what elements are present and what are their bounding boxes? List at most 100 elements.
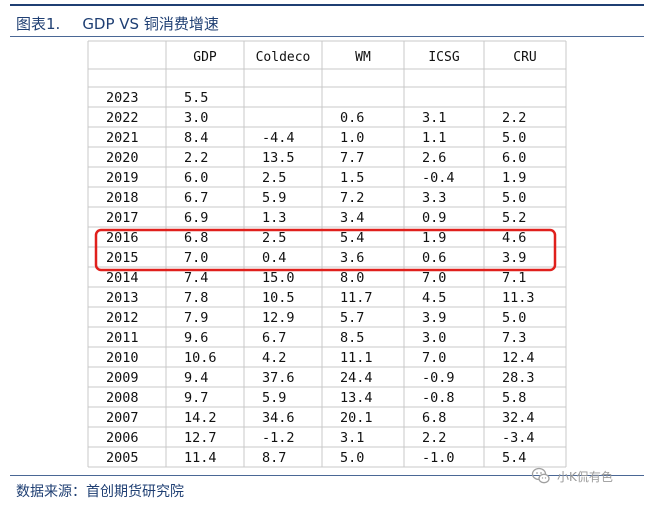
row-year: 2016 (106, 230, 139, 246)
table-cell: 8.4 (184, 130, 208, 146)
table-cell: -1.2 (262, 430, 295, 446)
table-cell: 5.0 (340, 450, 364, 466)
table-cell: 8.7 (262, 450, 286, 466)
table-cell: 5.9 (262, 190, 286, 206)
row-year: 2009 (106, 370, 139, 386)
table-cell: 5.0 (502, 130, 526, 146)
table-cell: 5.0 (502, 310, 526, 326)
table-cell: 0.6 (340, 110, 364, 126)
table-cell: 1.1 (422, 130, 446, 146)
table-cell: 12.4 (502, 350, 535, 366)
table-cell: 5.8 (502, 390, 526, 406)
table-cell: 3.4 (340, 210, 364, 226)
table-cell: 7.1 (502, 270, 526, 286)
table-cell: 28.3 (502, 370, 535, 386)
column-header: CRU (513, 50, 536, 65)
table-cell: 6.8 (422, 410, 446, 426)
table-cell: 8.5 (340, 330, 364, 346)
table-cell: 3.9 (502, 250, 526, 266)
table-cell: 7.0 (184, 250, 208, 266)
table-cell: 9.6 (184, 330, 208, 346)
table-cell: 9.7 (184, 390, 208, 406)
row-year: 2019 (106, 170, 139, 186)
row-year: 2020 (106, 150, 139, 166)
highlight-box (94, 228, 557, 272)
table-cell: -4.4 (262, 130, 295, 146)
table-cell: 9.4 (184, 370, 208, 386)
table-cell: 5.0 (502, 190, 526, 206)
table-cell: 7.9 (184, 310, 208, 326)
wechat-icon (531, 467, 550, 484)
table-cell: 4.5 (422, 290, 446, 306)
row-year: 2018 (106, 190, 139, 206)
table-cell: 11.7 (340, 290, 373, 306)
table-cell: 7.0 (422, 270, 446, 286)
table-cell: 11.1 (340, 350, 373, 366)
table-cell: -0.9 (422, 370, 455, 386)
row-year: 2012 (106, 310, 139, 326)
watermark-text: 小K侃有色 (557, 469, 613, 484)
table-cell: 20.1 (340, 410, 373, 426)
figure-title: GDP VS 铜消费增速 (82, 15, 219, 33)
table-cell: 6.8 (184, 230, 208, 246)
row-year: 2014 (106, 270, 139, 286)
footer-divider (10, 475, 644, 476)
table-cell: 3.6 (340, 250, 364, 266)
table-cell: 10.5 (262, 290, 295, 306)
row-year: 2011 (106, 330, 139, 346)
table-cell: 2.6 (422, 150, 446, 166)
table-cell: 24.4 (340, 370, 373, 386)
row-year: 2023 (106, 90, 139, 106)
table-cell: 5.4 (340, 230, 364, 246)
table-cell: 12.9 (262, 310, 295, 326)
table-cell: 2.5 (262, 230, 286, 246)
table-cell: 32.4 (502, 410, 535, 426)
table-cell: 6.9 (184, 210, 208, 226)
table-cell: 6.0 (184, 170, 208, 186)
table-cell: 3.9 (422, 310, 446, 326)
table-cell: 4.2 (262, 350, 286, 366)
table-cell: 5.4 (502, 450, 526, 466)
table-cell: 0.9 (422, 210, 446, 226)
table-cell: 2.2 (502, 110, 526, 126)
table-cell: 1.3 (262, 210, 286, 226)
column-header: ICSG (428, 50, 459, 65)
table-cell: 2.5 (262, 170, 286, 186)
table-cell: 7.3 (502, 330, 526, 346)
column-header: GDP (193, 50, 217, 65)
table-cell: 0.4 (262, 250, 286, 266)
table-cell: -3.4 (502, 430, 535, 446)
row-year: 2005 (106, 450, 139, 466)
column-header: Coldeco (256, 50, 311, 65)
table-cell: -0.8 (422, 390, 455, 406)
table-cell: 4.6 (502, 230, 526, 246)
table-cell: 13.4 (340, 390, 373, 406)
row-year: 2021 (106, 130, 139, 146)
row-year: 2015 (106, 250, 139, 266)
table-cell: 6.0 (502, 150, 526, 166)
table-cell: 6.7 (184, 190, 208, 206)
row-year: 2006 (106, 430, 139, 446)
row-year: 2010 (106, 350, 139, 366)
table-cell: 0.6 (422, 250, 446, 266)
table-cell: 5.5 (184, 90, 208, 106)
column-header: WM (355, 50, 371, 65)
table-cell: -0.4 (422, 170, 455, 186)
table-cell: 11.4 (184, 450, 217, 466)
table-cell: 3.0 (422, 330, 446, 346)
row-year: 2017 (106, 210, 139, 226)
row-year: 2007 (106, 410, 139, 426)
table-cell: 1.9 (502, 170, 526, 186)
table-cell: 7.8 (184, 290, 208, 306)
figure-number: 图表1. (16, 15, 61, 33)
table-cell: 7.7 (340, 150, 364, 166)
table-cell: 1.0 (340, 130, 364, 146)
table-cell: 13.5 (262, 150, 295, 166)
source-note: 数据来源：首创期货研究院 (16, 484, 184, 500)
table-cell: 2.2 (184, 150, 208, 166)
table-cell: 37.6 (262, 370, 295, 386)
row-year: 2013 (106, 290, 139, 306)
table-cell: 5.7 (340, 310, 364, 326)
table-cell: 1.5 (340, 170, 364, 186)
